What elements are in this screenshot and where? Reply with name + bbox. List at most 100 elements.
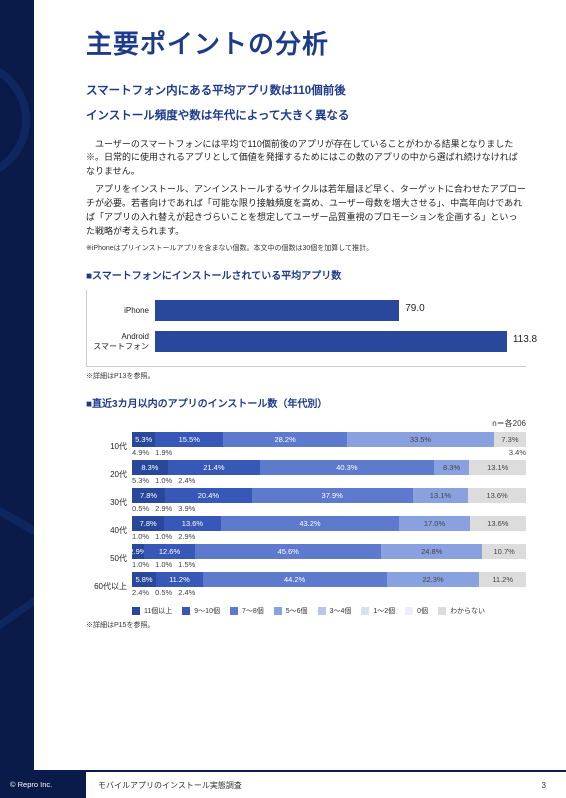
decorative-sidebar xyxy=(0,0,34,770)
chart2-sub-label: 5.3% xyxy=(132,475,149,485)
body-paragraph-1: ユーザーのスマートフォンには平均で110個前後のアプリが存在していることがわかる… xyxy=(86,138,526,180)
legend-item: 5〜6個 xyxy=(274,606,308,616)
chart2-segment: 7.8% xyxy=(132,488,165,503)
chart2-segment: 2.9% xyxy=(132,544,144,559)
chart2-segment: 20.4% xyxy=(165,488,252,503)
chart1-ref: ※詳細はP13を参照。 xyxy=(86,371,526,381)
chart2-sub-label: 1.5% xyxy=(178,559,195,569)
chart2-sub-label: 1.9% xyxy=(155,447,172,457)
chart2-segment: 5.8% xyxy=(132,572,156,587)
chart2-age-label: 60代以上 xyxy=(86,572,132,600)
chart2-segment: 8.3% xyxy=(434,460,470,475)
chart1-bar-label: Androidスマートフォン xyxy=(87,332,155,351)
chart1-bar: 79.0 xyxy=(155,300,399,321)
chart2-sub-label: 2.4% xyxy=(178,475,195,485)
chart2-age-label: 10代 xyxy=(86,432,132,460)
chart2-segment: 13.6% xyxy=(468,488,526,503)
chart2-row: 30代7.8%20.4%37.9%13.1%13.6%0.5%2.9%3.9% xyxy=(86,488,526,516)
legend-label: 5〜6個 xyxy=(286,606,308,616)
footer-title: モバイルアプリのインストール実態調査 xyxy=(86,770,542,798)
chart2-row: 40代7.8%13.6%43.2%17.0%13.6%1.0%1.0%2.9% xyxy=(86,516,526,544)
legend-item: わからない xyxy=(438,606,485,616)
chart2-segment: 11.2% xyxy=(479,572,526,587)
chart2-age-label: 50代 xyxy=(86,544,132,572)
chart2-ref: ※詳細はP15を参照。 xyxy=(86,620,526,630)
footer-page-number: 3 xyxy=(542,770,566,798)
legend-swatch-icon xyxy=(182,607,190,615)
chart2-heading: ■直近3カ月以内のアプリのインストール数（年代別） xyxy=(86,395,526,410)
chart2-segment: 24.8% xyxy=(381,544,482,559)
chart2-segment: 28.2% xyxy=(223,432,347,447)
legend-swatch-icon xyxy=(230,607,238,615)
chart2-n-note: n＝各206 xyxy=(86,418,526,429)
page-footer: © Repro Inc. モバイルアプリのインストール実態調査 3 xyxy=(0,770,566,798)
chart1-bar-label: iPhone xyxy=(87,306,155,316)
legend-swatch-icon xyxy=(438,607,446,615)
chart2-age-label: 20代 xyxy=(86,460,132,488)
legend-item: 11個以上 xyxy=(132,606,172,616)
chart2-age-label: 40代 xyxy=(86,516,132,544)
chart1-heading: ■スマートフォンにインストールされている平均アプリ数 xyxy=(86,267,526,282)
chart2-sub-label: 3.4% xyxy=(509,447,526,457)
legend-label: 11個以上 xyxy=(144,606,172,616)
chart2-sub-label: 2.9% xyxy=(155,503,172,513)
legend-item: 9〜10個 xyxy=(182,606,220,616)
chart2-legend: 11個以上 9〜10個 7〜8個 5〜6個 3〜4個 1〜2個 0個 わからない xyxy=(86,606,526,616)
chart2-segment: 8.3% xyxy=(132,460,168,475)
chart2-segment: 45.6% xyxy=(195,544,381,559)
chart2-segment: 13.1% xyxy=(413,488,469,503)
chart2-segment: 13.6% xyxy=(164,516,220,531)
chart1-bar-value: 113.8 xyxy=(513,334,537,345)
chart2-segment: 44.2% xyxy=(203,572,387,587)
chart2-sub-label: 1.0% xyxy=(155,559,172,569)
legend-label: わからない xyxy=(450,606,485,616)
chart1-bar-value: 79.0 xyxy=(405,303,424,314)
legend-label: 7〜8個 xyxy=(242,606,264,616)
lead-line-1: スマートフォン内にある平均アプリ数は110個前後 xyxy=(86,83,526,100)
chart2-sub-label: 1.0% xyxy=(155,531,172,541)
chart2-sub-label: 0.5% xyxy=(132,503,149,513)
legend-swatch-icon xyxy=(361,607,369,615)
chart2-sub-label: 3.9% xyxy=(178,503,195,513)
chart2-row: 20代8.3%21.4%40.3%8.3%13.1%5.3%1.0%2.4% xyxy=(86,460,526,488)
chart2-sub-label: 4.9% xyxy=(132,447,149,457)
chart2-segment: 33.5% xyxy=(347,432,494,447)
chart1-horizontal-bars: iPhone79.0Androidスマートフォン113.8 xyxy=(86,290,526,367)
chart2-row: 50代2.9%12.6%45.6%24.8%10.7% 1.0% 1.0% 1.5% xyxy=(86,544,526,572)
legend-item: 0個 xyxy=(405,606,428,616)
legend-label: 3〜4個 xyxy=(330,606,352,616)
chart2-sub-label: 1.0% xyxy=(132,531,149,541)
legend-label: 0個 xyxy=(417,606,428,616)
legend-label: 1〜2個 xyxy=(373,606,395,616)
chart2-segment: 10.7% xyxy=(482,544,526,559)
deco-cube-icon xyxy=(0,502,34,638)
footer-copyright: © Repro Inc. xyxy=(0,770,86,798)
chart2-segment: 13.1% xyxy=(469,460,525,475)
lead-line-2: インストール頻度や数は年代によって大きく異なる xyxy=(86,108,526,125)
chart2-sub-label: 1.0% xyxy=(132,559,149,569)
chart1-bar: 113.8 xyxy=(155,331,507,352)
chart2-sub-label: 0.5% xyxy=(155,587,172,597)
page-content: 主要ポイントの分析 スマートフォン内にある平均アプリ数は110個前後 インストー… xyxy=(34,0,566,642)
chart2-sub-label: 2.9% xyxy=(178,531,195,541)
legend-swatch-icon xyxy=(274,607,282,615)
legend-item: 1〜2個 xyxy=(361,606,395,616)
chart2-segment: 7.8% xyxy=(132,516,164,531)
chart2-segment: 5.3% xyxy=(132,432,155,447)
legend-swatch-icon xyxy=(318,607,326,615)
legend-item: 3〜4個 xyxy=(318,606,352,616)
chart2-segment: 15.5% xyxy=(155,432,223,447)
chart2-segment: 11.2% xyxy=(156,572,203,587)
legend-item: 7〜8個 xyxy=(230,606,264,616)
chart2-sub-label: 2.4% xyxy=(178,587,195,597)
chart2-segment: 12.6% xyxy=(144,544,195,559)
deco-circle-icon xyxy=(0,60,30,180)
chart2-segment: 40.3% xyxy=(260,460,434,475)
page-title: 主要ポイントの分析 xyxy=(86,24,526,61)
chart1-row: iPhone79.0 xyxy=(87,300,526,321)
legend-swatch-icon xyxy=(405,607,413,615)
chart1-row: Androidスマートフォン113.8 xyxy=(87,331,526,352)
chart2-segment: 21.4% xyxy=(168,460,260,475)
chart2-segment: 22.3% xyxy=(387,572,480,587)
legend-swatch-icon xyxy=(132,607,140,615)
